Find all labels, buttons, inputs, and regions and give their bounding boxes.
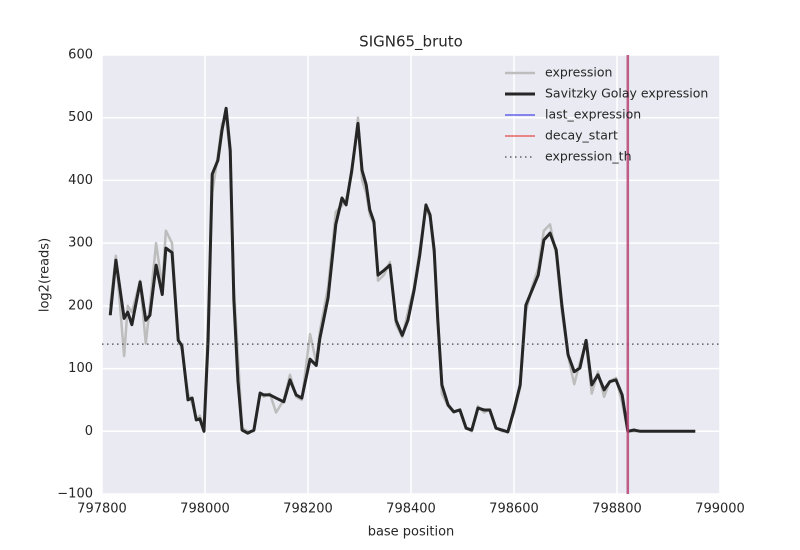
legend-label: Savitzky Golay expression [545,86,708,101]
y-axis-label: log2(reads) [38,238,53,312]
legend-label: expression [545,65,612,80]
x-tick-label: 799000 [695,502,745,517]
y-tick-label: −100 [57,487,93,502]
x-tick-label: 798000 [180,502,230,517]
series-line [108,106,696,435]
x-tick-label: 798400 [386,502,436,517]
legend-label: decay_start [545,128,618,143]
legend-label: last_expression [545,107,641,122]
y-tick-label: 300 [68,236,93,251]
x-axis-label: base position [368,525,455,540]
y-tick-label: 0 [85,424,93,439]
x-tick-label: 798200 [283,502,333,517]
x-tick-label: 798800 [592,502,642,517]
y-tick-label: 100 [68,361,93,376]
legend-label: expression_th [545,149,632,164]
plot-layer [102,55,720,494]
chart-title: SIGN65_bruto [359,33,463,52]
y-tick-label: 500 [68,110,93,125]
y-tick-label: 400 [68,173,93,188]
y-tick-label: 200 [68,298,93,313]
y-tick-label: 600 [68,48,93,63]
x-tick-label: 798600 [489,502,539,517]
x-tick-label: 797800 [77,502,127,517]
